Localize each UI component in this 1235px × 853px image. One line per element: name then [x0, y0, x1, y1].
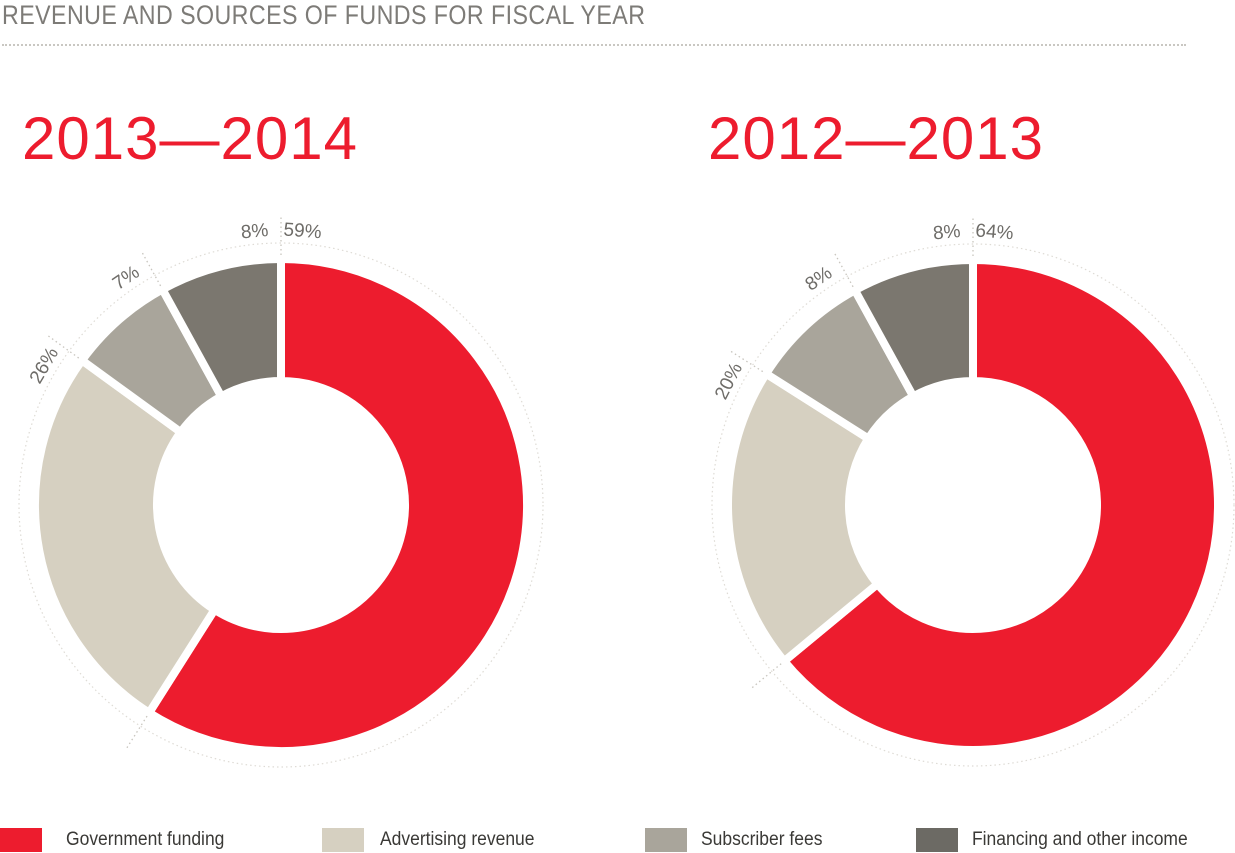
chart-title-2013-2014: 2013—2014 [22, 105, 358, 172]
pct-label-advertising: 20% [711, 359, 747, 403]
slice-boundary-tick [749, 663, 782, 690]
chart-title-2012-2013: 2012—2013 [708, 105, 1044, 172]
pct-label-financing: 8% [932, 221, 961, 245]
pct-label-government: 64% [975, 220, 1015, 244]
legend-item-subscriber: Subscriber fees [645, 828, 833, 852]
legend-item-government: Government funding [0, 828, 238, 852]
legend-label-financing: Financing and other income [972, 829, 1188, 850]
legend: Government funding Advertising revenue S… [0, 828, 1235, 853]
slice-advertising [31, 354, 221, 719]
slice-government [778, 255, 1222, 754]
legend-label-government: Government funding [66, 829, 225, 850]
pct-label-financing: 8% [240, 220, 269, 244]
outer-guide-ring [18, 242, 544, 768]
slice-government [143, 254, 531, 755]
legend-item-advertising: Advertising revenue [322, 828, 548, 852]
legend-swatch-subscriber [645, 828, 687, 852]
donut-chart-2012-2013: 64% 20% 8% 8% [711, 216, 1235, 767]
outer-guide-ring [711, 243, 1235, 767]
slice-financing [157, 254, 285, 402]
slice-boundary-tick [125, 715, 148, 751]
legend-label-advertising: Advertising revenue [380, 829, 535, 850]
pct-label-advertising: 26% [26, 344, 63, 388]
slice-boundary-tick [140, 250, 162, 287]
pct-label-subscriber: 7% [109, 262, 144, 295]
legend-swatch-government [0, 828, 42, 852]
pct-label-government: 59% [283, 219, 323, 243]
legend-label-subscriber: Subscriber fees [701, 829, 823, 850]
legend-swatch-financing [916, 828, 958, 852]
slice-advertising [724, 368, 884, 667]
pct-label-subscriber: 8% [802, 263, 837, 296]
title-divider [2, 44, 1186, 46]
legend-item-financing: Financing and other income [916, 828, 1206, 852]
legend-swatch-advertising [322, 828, 364, 852]
slice-financing [849, 255, 977, 402]
slice-boundary-tick [833, 251, 854, 288]
page-title: REVENUE AND SOURCES OF FUNDS FOR FISCAL … [2, 0, 646, 30]
donut-chart-2013-2014: 59% 26% 7% 8% [18, 215, 544, 768]
